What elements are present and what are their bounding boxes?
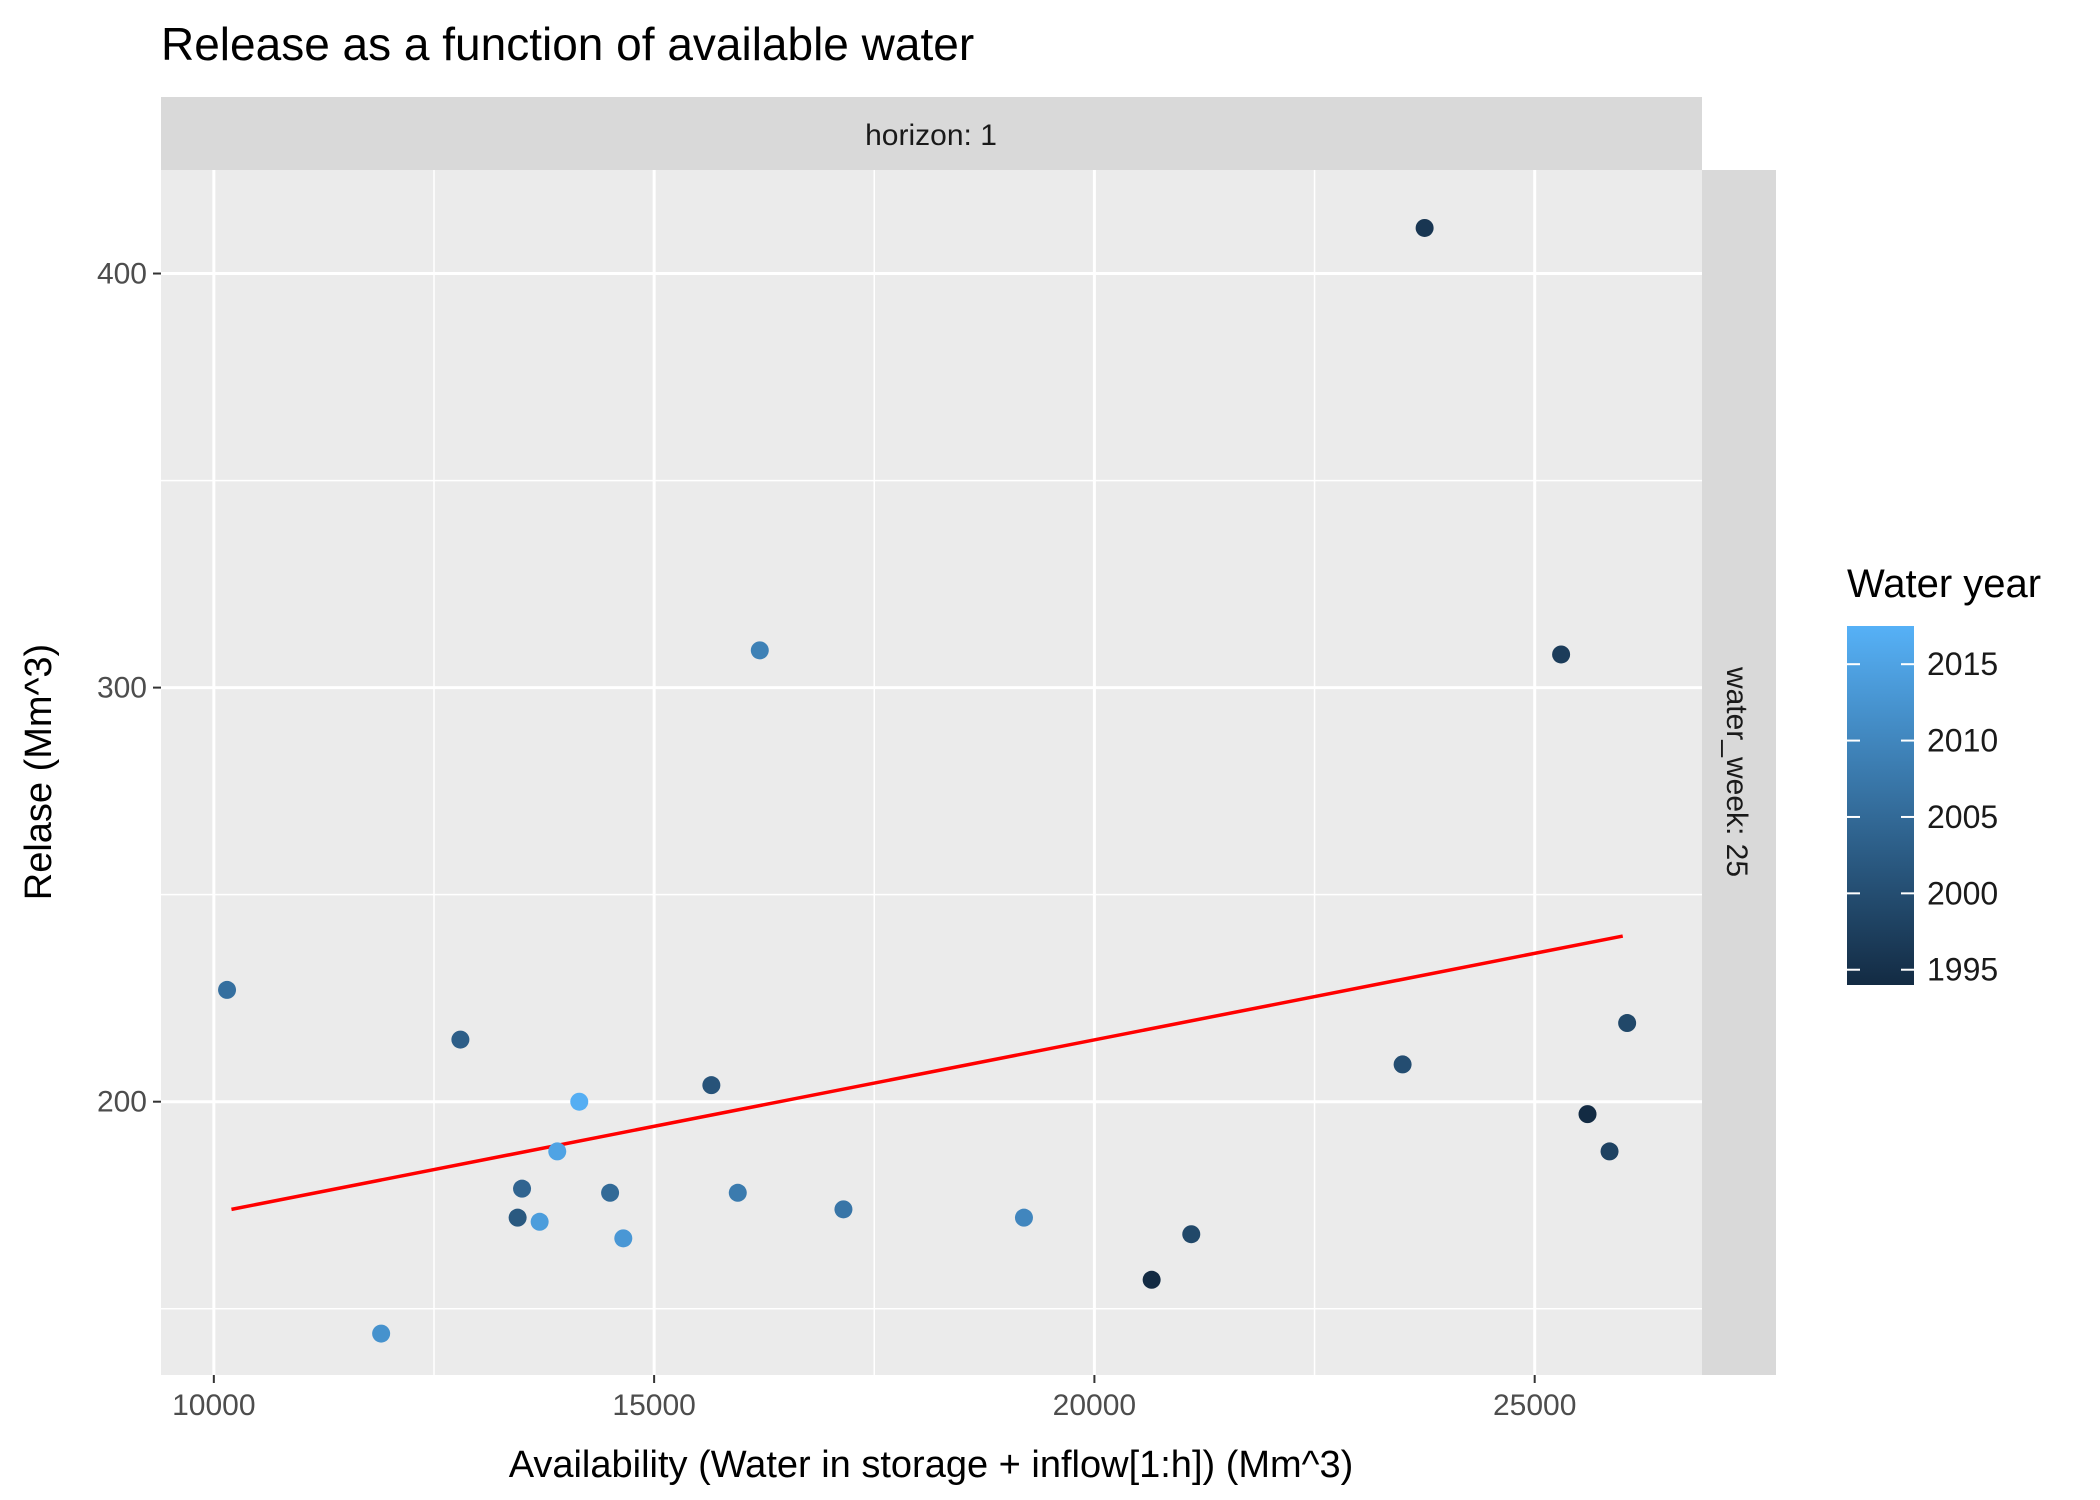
legend-tick-label: 2000 [1927, 875, 1998, 911]
data-point [1578, 1105, 1597, 1124]
data-point [548, 1142, 567, 1161]
data-point [1600, 1142, 1619, 1161]
data-point [1142, 1270, 1161, 1289]
chart-title: Release as a function of available water [161, 18, 974, 70]
data-point [372, 1324, 391, 1343]
legend-tick-label: 1995 [1927, 952, 1998, 988]
data-point [508, 1208, 527, 1227]
data-point [1552, 645, 1571, 664]
data-point [614, 1229, 633, 1248]
y-axis: 200 300 400 [97, 258, 161, 1119]
fit-line [231, 934, 1624, 1212]
facet-label-water-week: water_week: 25 [1720, 666, 1753, 877]
legend-tick-label: 2010 [1927, 723, 1998, 759]
data-point [218, 980, 237, 999]
data-point [834, 1200, 853, 1219]
y-tick-label: 300 [97, 672, 147, 705]
legend-title: Water year [1847, 562, 2041, 606]
grid-major [161, 170, 1702, 1375]
x-axis-label: Availability (Water in storage + inflow[… [509, 1444, 1354, 1486]
data-point [750, 641, 769, 660]
data-point [601, 1183, 620, 1202]
facet-strip-top [161, 97, 1702, 170]
data-point [1415, 218, 1434, 237]
data-point [702, 1076, 721, 1095]
data-point [1182, 1225, 1201, 1244]
y-axis-label: Relase (Mm^3) [18, 644, 60, 900]
x-tick-label: 20000 [1053, 1389, 1136, 1422]
legend-tick-label: 2015 [1927, 646, 1998, 682]
x-tick-label: 25000 [1493, 1389, 1576, 1422]
legend: Water year 1995 2000 2005 2010 2015 [1847, 562, 2041, 988]
y-tick-label: 200 [97, 1086, 147, 1119]
data-point [1618, 1014, 1637, 1033]
x-tick-label: 15000 [612, 1389, 695, 1422]
data-point [530, 1212, 549, 1231]
data-point [1393, 1055, 1412, 1074]
fit-line-layer [231, 934, 1624, 1212]
data-point [451, 1030, 470, 1049]
points-layer [218, 218, 1637, 1343]
legend-ticks: 1995 2000 2005 2010 2015 [1847, 646, 1998, 988]
legend-colorbar [1847, 626, 1914, 985]
data-point [570, 1092, 589, 1111]
plot-panel [161, 170, 1702, 1375]
y-tick-label: 400 [97, 258, 147, 291]
grid-minor [161, 170, 1702, 1375]
facet-strip-right [1702, 170, 1776, 1375]
data-point [1014, 1208, 1033, 1227]
x-axis: 10000 15000 20000 25000 [172, 1375, 1576, 1422]
data-point [728, 1183, 747, 1202]
facet-label-horizon: horizon: 1 [865, 119, 997, 152]
legend-tick-label: 2005 [1927, 799, 1998, 835]
x-tick-label: 10000 [172, 1389, 255, 1422]
data-point [513, 1179, 532, 1198]
